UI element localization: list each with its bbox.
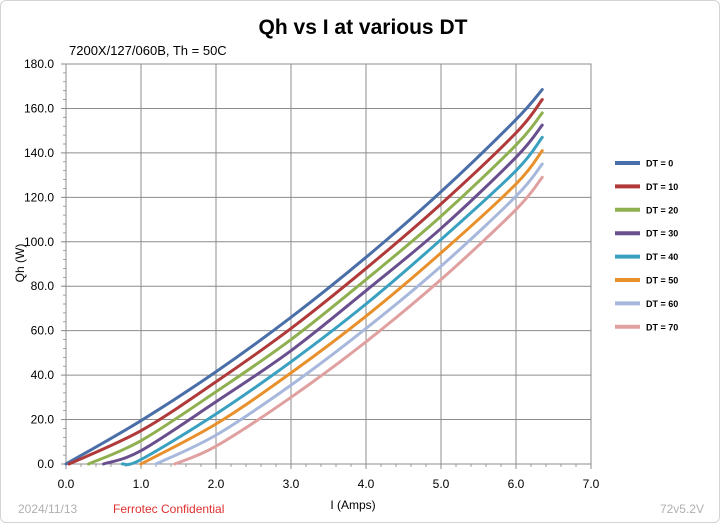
series-line-dt-40 <box>120 135 544 467</box>
x-tick-label: 6.0 <box>508 477 525 491</box>
chart-title: Qh vs I at various DT <box>259 16 468 39</box>
legend-label: DT = 40 <box>646 252 678 262</box>
series-lines <box>64 88 544 467</box>
x-tick-label: 1.0 <box>133 477 150 491</box>
y-tick-label: 120.0 <box>24 190 54 204</box>
series-line-dt-30 <box>102 123 544 466</box>
series-line-dt-70 <box>173 175 544 466</box>
x-tick-label: 7.0 <box>583 477 600 491</box>
series-line-dt-0 <box>64 88 544 466</box>
y-tick-label: 140.0 <box>24 146 54 160</box>
series-line-dt-10 <box>67 98 544 466</box>
x-axis-label: I (Amps) <box>330 498 375 512</box>
x-tick-label: 0.0 <box>58 477 75 491</box>
legend-label: DT = 20 <box>646 205 678 215</box>
footer-date: 2024/11/13 <box>18 502 77 516</box>
legend-label: DT = 50 <box>646 276 678 286</box>
footer-version: 72v5.2V <box>660 502 704 516</box>
y-axis-label: Qh (W) <box>13 244 27 283</box>
y-tick-label: 40.0 <box>31 368 55 382</box>
x-tick-label: 5.0 <box>433 477 450 491</box>
legend-label: DT = 30 <box>646 229 678 239</box>
legend-label: DT = 60 <box>646 299 678 309</box>
legend-label: DT = 0 <box>646 159 673 169</box>
y-tick-label: 180.0 <box>24 57 54 71</box>
x-tick-label: 3.0 <box>283 477 300 491</box>
y-tick-label: 0.0 <box>37 457 54 471</box>
series-line-dt-60 <box>154 162 544 466</box>
y-tick-label: 160.0 <box>24 101 54 115</box>
plot-area <box>65 63 592 465</box>
y-tick-label: 60.0 <box>31 324 55 338</box>
y-tick-label: 20.0 <box>31 413 55 427</box>
legend-label: DT = 70 <box>646 322 678 332</box>
footer-confidential: Ferrotec Confidential <box>113 502 224 516</box>
series-line-dt-50 <box>139 149 544 466</box>
legend: DT = 0 DT = 10 DT = 20 DT = 30 DT = 40 DT = 5… <box>615 159 678 332</box>
chart-subtitle: 7200X/127/060B, Th = 50C <box>69 43 227 58</box>
series-line-dt-20 <box>87 111 544 466</box>
x-tick-label: 4.0 <box>358 477 375 491</box>
axes: 0.0 1.0 2.0 3.0 4.0 5.0 6.0 7.0 0.0 20.0 40.0 60.0 8… <box>24 57 600 491</box>
legend-label: DT = 10 <box>646 182 678 192</box>
y-tick-label: 80.0 <box>31 279 55 293</box>
y-tick-label: 100.0 <box>24 235 54 249</box>
x-tick-label: 2.0 <box>208 477 225 491</box>
